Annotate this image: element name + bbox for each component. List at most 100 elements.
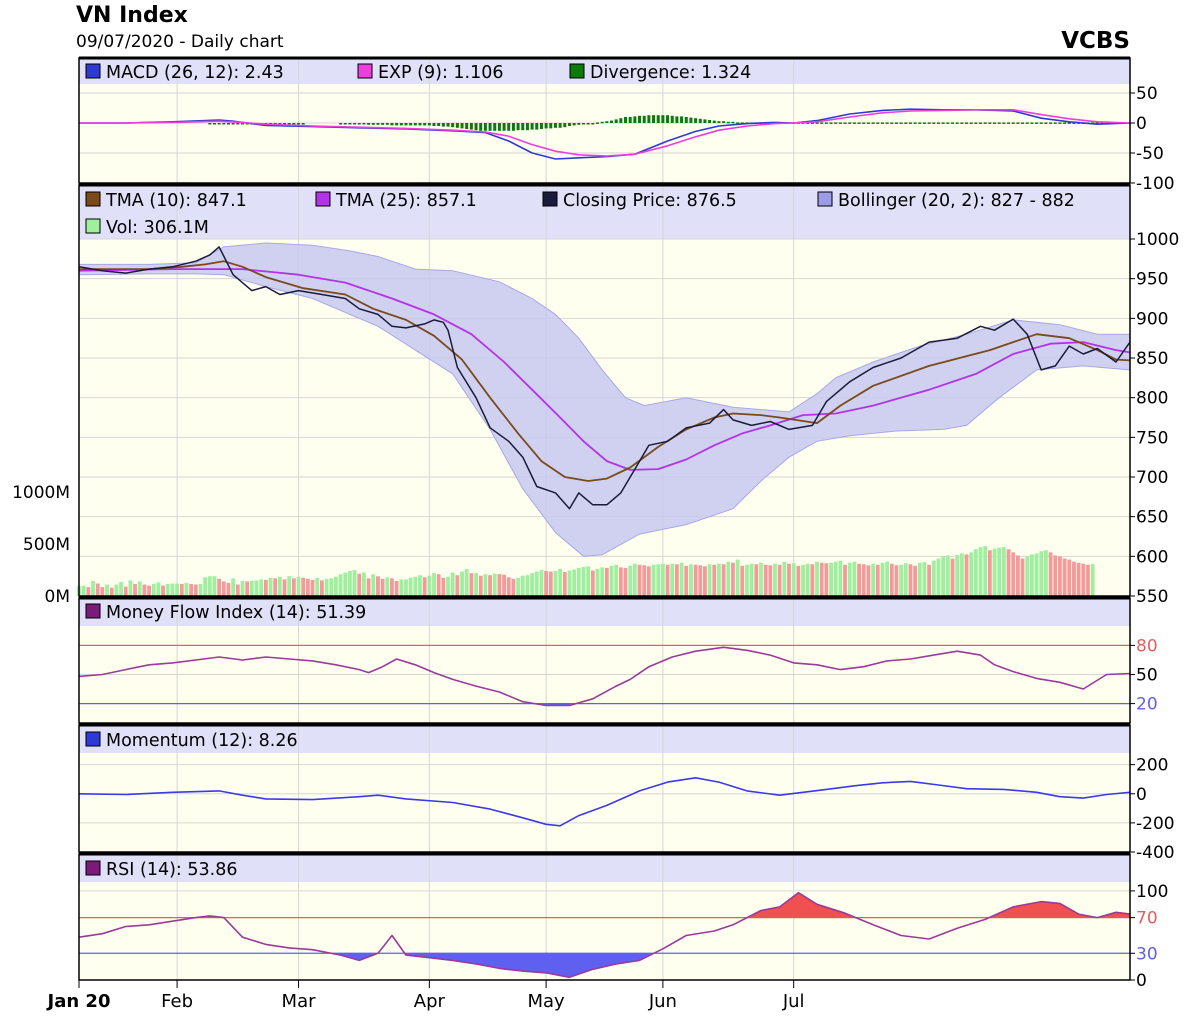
volume-bar-213 bbox=[1072, 561, 1076, 596]
divergence-bar-107 bbox=[740, 122, 744, 124]
volume-bar-107 bbox=[576, 567, 581, 596]
macd-legend-label-1: EXP (9): 1.106 bbox=[378, 63, 504, 83]
volume-bar-134 bbox=[703, 566, 707, 596]
volume-bar-102 bbox=[553, 571, 558, 596]
volume-bar-206 bbox=[1039, 551, 1044, 596]
volume-bar-156 bbox=[805, 563, 810, 596]
momentum-ytick-label-1: 0 bbox=[1136, 785, 1147, 805]
volume-bar-95 bbox=[520, 575, 525, 596]
volume-bar-164 bbox=[843, 564, 847, 596]
divergence-bar-69 bbox=[563, 123, 567, 128]
volume-bar-15 bbox=[147, 585, 151, 596]
volume-bar-116 bbox=[618, 567, 623, 596]
volume-bar-176 bbox=[899, 564, 904, 596]
volume-bar-108 bbox=[581, 566, 586, 596]
divergence-bar-144 bbox=[913, 122, 917, 124]
volume-bar-126 bbox=[665, 564, 670, 596]
volume-bar-35 bbox=[240, 580, 245, 596]
volume-bar-16 bbox=[151, 584, 156, 596]
mfi-ytick-label-2: 20 bbox=[1136, 695, 1158, 715]
volume-bar-149 bbox=[773, 563, 777, 596]
volume-bar-209 bbox=[1053, 555, 1058, 596]
divergence-bar-4 bbox=[226, 123, 230, 125]
divergence-bar-122 bbox=[810, 122, 814, 124]
divergence-bar-126 bbox=[829, 122, 833, 124]
divergence-bar-23 bbox=[348, 123, 352, 125]
macd-legend-label-0: MACD (26, 12): 2.43 bbox=[106, 63, 284, 83]
divergence-bar-165 bbox=[1011, 122, 1015, 124]
momentum-line bbox=[78, 777, 1131, 827]
divergence-bar-45 bbox=[451, 123, 455, 128]
volume-tick-label-1: 500M bbox=[23, 535, 70, 555]
volume-bar-22 bbox=[179, 584, 184, 596]
divergence-bar-82 bbox=[624, 117, 628, 123]
volume-bar-138 bbox=[721, 564, 726, 596]
divergence-bar-77 bbox=[600, 121, 604, 124]
volume-bar-133 bbox=[698, 565, 703, 596]
divergence-bar-16 bbox=[283, 123, 287, 125]
divergence-bar-134 bbox=[866, 122, 870, 124]
volume-bar-113 bbox=[604, 567, 609, 596]
volume-bar-172 bbox=[880, 562, 885, 596]
volume-bar-204 bbox=[1030, 554, 1034, 596]
divergence-bar-167 bbox=[1021, 122, 1025, 124]
divergence-bar-60 bbox=[521, 123, 525, 131]
x-tick-label-3: Apr bbox=[414, 991, 446, 1012]
volume-bar-129 bbox=[679, 562, 684, 596]
price-legend-swatch-4 bbox=[85, 218, 101, 234]
divergence-bar-30 bbox=[381, 123, 385, 125]
volume-bar-135 bbox=[707, 564, 712, 596]
divergence-bar-59 bbox=[516, 123, 520, 131]
price-ytick-label-4: 800 bbox=[1136, 389, 1168, 409]
divergence-bar-157 bbox=[974, 122, 978, 124]
divergence-bar-31 bbox=[385, 123, 389, 125]
divergence-bar-76 bbox=[595, 122, 599, 124]
price-ytick-label-9: 550 bbox=[1136, 587, 1168, 607]
divergence-bar-88 bbox=[652, 115, 656, 123]
volume-bar-87 bbox=[483, 574, 488, 596]
volume-bar-75 bbox=[427, 575, 432, 596]
divergence-bar-136 bbox=[876, 122, 880, 124]
divergence-bar-39 bbox=[423, 123, 427, 126]
volume-bar-193 bbox=[978, 547, 983, 596]
volume-bar-85 bbox=[474, 573, 478, 596]
divergence-bar-150 bbox=[941, 122, 945, 124]
price-legend-swatch-0 bbox=[85, 191, 101, 207]
divergence-bar-175 bbox=[1058, 122, 1062, 124]
divergence-bar-83 bbox=[628, 117, 632, 123]
volume-bar-68 bbox=[394, 580, 399, 596]
divergence-bar-121 bbox=[806, 122, 810, 124]
divergence-bar-55 bbox=[497, 123, 501, 131]
volume-bar-69 bbox=[399, 579, 404, 596]
volume-bar-184 bbox=[936, 558, 941, 596]
mfi-panel: Money Flow Index (14): 51.39 80 50 20 bbox=[78, 598, 1158, 723]
volume-bar-154 bbox=[796, 565, 801, 596]
volume-bar-29 bbox=[212, 576, 217, 596]
volume-bar-56 bbox=[338, 574, 343, 596]
divergence-bar-96 bbox=[689, 117, 693, 123]
mfi-legend-label-0: Money Flow Index (14): 51.39 bbox=[106, 603, 366, 623]
volume-bar-207 bbox=[1044, 550, 1048, 596]
volume-bar-92 bbox=[506, 577, 511, 596]
divergence-bar-80 bbox=[614, 119, 618, 123]
divergence-bar-93 bbox=[675, 116, 679, 123]
divergence-bar-33 bbox=[395, 123, 399, 126]
volume-bar-82 bbox=[460, 571, 464, 596]
volume-bar-136 bbox=[712, 564, 717, 596]
mfi-legend-swatch-0 bbox=[85, 603, 101, 619]
divergence-bar-174 bbox=[1053, 122, 1057, 124]
volume-bar-190 bbox=[964, 554, 969, 596]
volume-bar-137 bbox=[717, 563, 721, 596]
volume-bar-18 bbox=[161, 585, 165, 596]
volume-bar-183 bbox=[931, 560, 936, 596]
macd-ytick-label-0: 50 bbox=[1136, 84, 1158, 104]
volume-bar-79 bbox=[446, 576, 450, 596]
price-ytick-label-7: 650 bbox=[1136, 508, 1168, 528]
divergence-bar-99 bbox=[703, 119, 707, 123]
exp-line bbox=[79, 109, 1131, 157]
momentum-ytick-label-3: -400 bbox=[1136, 843, 1175, 863]
volume-bar-201 bbox=[1015, 555, 1020, 596]
volume-bar-26 bbox=[198, 584, 203, 596]
volume-bar-117 bbox=[623, 567, 628, 596]
price-ytick-label-5: 750 bbox=[1136, 428, 1168, 448]
